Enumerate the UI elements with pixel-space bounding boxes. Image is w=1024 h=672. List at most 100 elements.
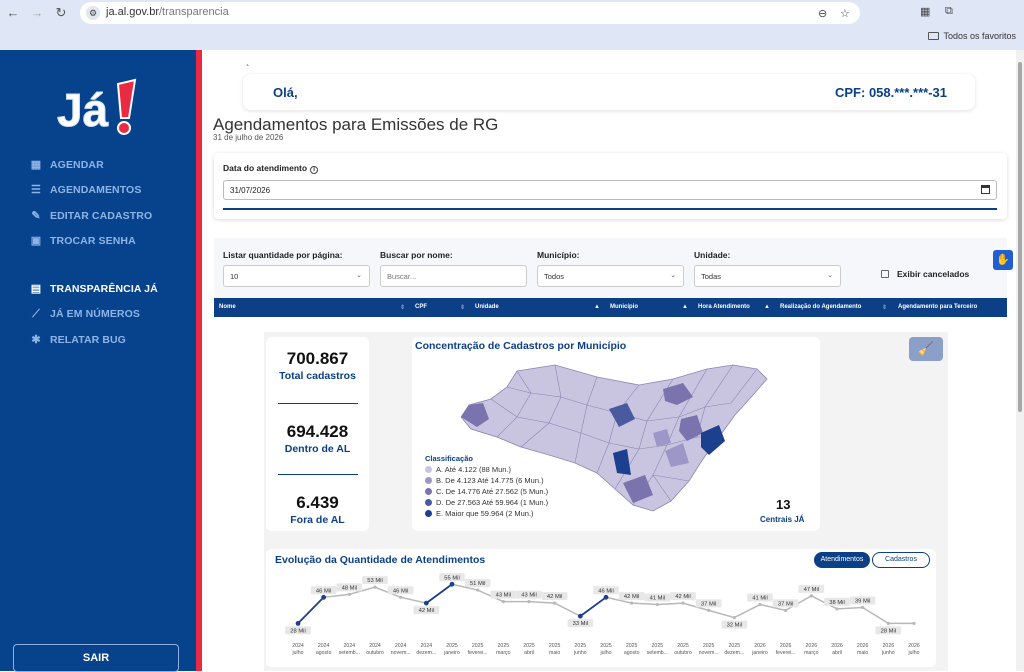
x-tick-label: janeiro (751, 650, 768, 656)
info-icon[interactable]: i (310, 166, 319, 174)
bookmarks-folder[interactable]: Todos os favoritos (928, 31, 1016, 41)
data-point (295, 621, 301, 626)
col-terceiro[interactable]: Agendamento para Terceiro (898, 304, 978, 310)
data-point (630, 601, 634, 605)
scrollbar-thumb[interactable] (1018, 62, 1022, 412)
map-region-b (653, 429, 671, 447)
show-cancelled-checkbox[interactable]: Exibir cancelados (881, 269, 969, 279)
data-point (347, 592, 351, 596)
chevron-down-icon: ⌄ (670, 272, 676, 279)
calendar-picker-icon[interactable] (981, 185, 990, 194)
sort-icon[interactable]: ⇕ (400, 305, 406, 311)
sort-icon[interactable]: ▲ (594, 304, 600, 310)
x-tick-label: 2024 (344, 643, 356, 649)
address-bar[interactable]: ⚙ ja.al.gov.br/transparencia ⊖ ☆ (80, 2, 860, 24)
unidade-select[interactable]: Todas ⌄ (694, 265, 841, 287)
search-input[interactable]: Buscar... (380, 265, 527, 287)
sort-icon[interactable]: ▲ (682, 304, 688, 310)
x-tick-label: 2026 (806, 643, 818, 649)
chevron-down-icon: ⌄ (827, 272, 833, 279)
x-tick-label: 2026 (857, 643, 869, 649)
folder-icon (928, 32, 940, 40)
star-icon[interactable]: ☆ (840, 8, 850, 20)
data-point (501, 600, 505, 604)
sort-icon[interactable]: ⇕ (882, 305, 888, 311)
qr-icon[interactable]: ▦ (920, 6, 931, 18)
col-unidade[interactable]: Unidade (475, 304, 499, 310)
sidebar-item-editar-cadastro[interactable]: ✎ EDITAR CADASTRO (29, 203, 158, 229)
accessibility-hand-icon[interactable]: ✋ (993, 250, 1013, 270)
per-page-select[interactable]: 10 ⌄ (223, 265, 370, 287)
col-hora-atendimento[interactable]: Hora Atendimento (698, 304, 750, 310)
lock-icon: ▣ (30, 235, 42, 248)
toggle-atendimentos[interactable]: Atendimentos (814, 552, 870, 568)
sidebar-item-trocar-senha[interactable]: ▣ TROCAR SENHA (30, 235, 136, 248)
x-tick-label: julho (600, 650, 612, 656)
x-tick-label: feverei... (468, 650, 488, 656)
kpi-total-label: Total cadastros (279, 370, 356, 382)
extensions-icon[interactable]: ⧉ (945, 5, 953, 17)
checkbox-box[interactable] (881, 270, 889, 278)
sidebar-item-ja-em-numeros[interactable]: ⟋ JÁ EM NÚMEROS (29, 302, 158, 328)
x-tick-label: setemb... (647, 650, 668, 656)
site-info-icon[interactable]: ⚙ (86, 6, 100, 20)
sidebar-item-relatar-bug[interactable]: ✱ RELATAR BUG (29, 327, 158, 353)
data-label-bg (336, 583, 363, 592)
data-label: 46 Mil (316, 588, 331, 594)
browser-chrome: ← → ↻ ⚙ ja.al.gov.br/transparencia ⊖ ☆ ▦… (0, 0, 1024, 50)
data-label: 42 Mil (419, 608, 434, 614)
sort-icon[interactable]: ⇕ (460, 305, 466, 311)
data-label-bg (516, 590, 542, 599)
municipio-select[interactable]: Todos ⌄ (537, 265, 684, 287)
zoom-icon[interactable]: ⊖ (818, 8, 828, 20)
legend-swatch (425, 466, 432, 473)
col-realizacao[interactable]: Realização do Agendamento (780, 304, 862, 310)
data-label-bg (593, 586, 619, 595)
bug-icon: ✱ (31, 333, 41, 346)
sort-icon[interactable]: ▲ (764, 304, 770, 310)
x-tick-label: 2025 (498, 643, 510, 649)
user-header-card: Olá, CPF: 058.***.***-31 (243, 74, 975, 110)
data-label-bg (490, 590, 517, 599)
data-label-bg (747, 593, 773, 602)
col-nome[interactable]: Nome (219, 304, 236, 310)
col-cpf[interactable]: CPF (415, 304, 427, 310)
alagoas-map[interactable] (457, 363, 772, 513)
data-label: 39 Mil (855, 598, 870, 604)
data-label: 37 Mil (778, 601, 793, 607)
toggle-cadastros[interactable]: Cadastros (872, 552, 930, 568)
reload-icon[interactable]: ↻ (55, 5, 67, 20)
clear-filters-icon[interactable]: 🧹 (909, 337, 943, 361)
kpi-card: 700.867 Total cadastros 694.428 Dentro d… (266, 337, 369, 531)
col-municipio[interactable]: Município (610, 304, 638, 310)
data-point (577, 613, 583, 619)
x-tick-label: 2024 (292, 643, 304, 649)
data-point (399, 595, 403, 599)
ja-logo[interactable]: Já (55, 78, 145, 138)
data-label: 41 Mil (650, 596, 665, 602)
x-tick-label: outubro (674, 650, 692, 656)
logout-button[interactable]: SAIR (13, 644, 179, 672)
forward-icon[interactable]: → (30, 5, 44, 20)
data-label: 43 Mil (496, 593, 511, 599)
legend-swatch (425, 510, 432, 517)
series-line-highlight (425, 583, 453, 604)
data-point (784, 608, 788, 612)
data-label: 28 Mil (290, 628, 305, 634)
data-point (553, 601, 557, 605)
page-scrollbar[interactable] (1016, 50, 1024, 671)
unidade-label: Unidade: (694, 250, 731, 260)
data-label-bg (875, 626, 902, 635)
date-input[interactable]: 31/07/2026 (223, 180, 997, 200)
sidebar-item-transparencia[interactable]: ▤ TRANSPARÊNCIA JÁ (30, 282, 158, 295)
x-tick-label: julho (908, 650, 920, 656)
data-point (655, 602, 659, 607)
sidebar-item-agendar[interactable]: ▦ AGENDAR (30, 158, 104, 171)
series-line-highlight (297, 596, 325, 625)
map-title: Concentração de Cadastros por Município (415, 340, 627, 352)
chart-line-icon: ⟋ (32, 308, 40, 321)
sidebar-item-agendamentos[interactable]: ☰ AGENDAMENTOS (29, 178, 158, 204)
data-point (707, 608, 711, 612)
back-icon[interactable]: ← (6, 5, 20, 20)
x-tick-label: abril (832, 650, 842, 656)
